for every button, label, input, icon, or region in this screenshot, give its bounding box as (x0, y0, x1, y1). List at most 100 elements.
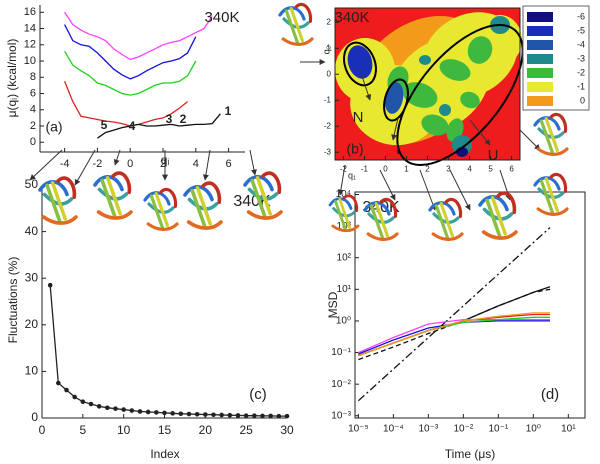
x-tick-label: 0 (383, 164, 388, 173)
data-point (113, 406, 118, 411)
protein-strand (379, 197, 398, 219)
protein-strand (428, 201, 456, 216)
y-tick-label: 10¹ (337, 284, 352, 295)
data-point (260, 413, 265, 419)
y-tick-label: -2 (324, 121, 332, 130)
colorbar-swatch (527, 82, 553, 92)
arrow (113, 149, 121, 166)
x-tick-label: 2 (160, 158, 166, 170)
annotation: I (396, 141, 400, 158)
protein-strand (490, 195, 508, 236)
data-point (96, 404, 102, 409)
x-tick-label: 10 (117, 423, 131, 437)
annotation: (d) (541, 386, 559, 403)
protein-strand (243, 175, 274, 192)
y-tick-label: -3 (324, 147, 332, 156)
protein-strand (45, 183, 62, 224)
data-point (252, 413, 257, 418)
data-point (243, 413, 249, 418)
y-tick-label: 10² (337, 252, 352, 263)
arrow (419, 169, 436, 211)
y-axis-label: Fluctuations (%) (6, 257, 20, 344)
protein-strand (56, 176, 77, 200)
arrow (379, 169, 396, 201)
protein-structure (533, 112, 569, 156)
colorbar-swatch (527, 12, 553, 22)
y-tick-label: 14 (24, 22, 36, 34)
data-line (64, 24, 197, 80)
y-tick-label: 8 (30, 71, 36, 83)
heatmap-region (467, 36, 493, 64)
data-point (56, 380, 61, 386)
protein-strand (439, 201, 455, 238)
data-point (194, 411, 200, 417)
x-tick-label: 6 (226, 158, 232, 170)
colorbar-label: -1 (577, 81, 585, 91)
arrow (391, 117, 399, 141)
heatmap-region (402, 82, 438, 108)
x-tick-label: 10⁻⁵ (348, 424, 369, 435)
protein-strand (250, 178, 267, 219)
protein-strand (536, 147, 569, 156)
y-tick-label: 2 (327, 17, 332, 26)
data-point (170, 411, 175, 416)
data-point (268, 413, 273, 419)
annotation: 5 (101, 118, 108, 132)
data-line (358, 320, 550, 355)
x-tick-label: 4 (193, 158, 199, 170)
protein-strand (444, 197, 463, 219)
protein-strand (246, 210, 283, 220)
protein-strand (369, 204, 385, 240)
arrow (29, 149, 63, 181)
protein-strand (533, 176, 561, 191)
protein-strand (93, 175, 124, 192)
x-tick-label: 3 (446, 164, 451, 173)
annotation: U (488, 147, 499, 164)
x-tick-label: 10¹ (561, 424, 576, 435)
x-tick-label: -4 (60, 158, 70, 170)
x-axis-label: Index (150, 447, 179, 461)
protein-strand (331, 224, 360, 233)
y-tick-label: 10⁻³ (331, 410, 351, 421)
x-axis-label: Time (μs) (445, 447, 495, 461)
x-tick-label: 10⁻³ (418, 424, 438, 435)
protein-strand (183, 185, 214, 202)
protein-strand (434, 204, 450, 240)
annotation: (b) (346, 141, 363, 157)
x-tick-label: 0 (39, 423, 46, 437)
colorbar-swatch (527, 40, 553, 50)
y-tick-label: 40 (25, 224, 39, 238)
heatmap-region (460, 91, 480, 109)
protein-strand (374, 201, 390, 238)
colorbar-label: -2 (577, 67, 585, 77)
y-tick-label: 12 (24, 39, 36, 51)
data-point (105, 405, 110, 411)
x-tick-label: 1 (404, 164, 409, 173)
y-tick-label: 30 (25, 270, 39, 284)
y-tick-label: 6 (30, 87, 36, 99)
protein-strand (143, 191, 171, 206)
annotation: (c) (249, 386, 267, 403)
x-tick-label: 10⁻² (453, 424, 473, 435)
protein-strand (100, 178, 117, 219)
colorbar-swatch (527, 26, 553, 36)
data-line (358, 312, 550, 357)
data-point (145, 409, 151, 415)
y-tick-label: 1 (327, 43, 332, 52)
protein-structure (143, 187, 179, 231)
data-point (186, 411, 192, 417)
protein-strand (481, 230, 518, 240)
x-tick-label: -1 (361, 164, 369, 173)
y-axis-label: q₂ (321, 45, 331, 54)
data-point (162, 410, 167, 416)
y-tick-label: 0 (327, 69, 332, 78)
data-point (121, 407, 126, 412)
colorbar-swatch (527, 54, 553, 64)
protein-strand (146, 222, 179, 231)
y-tick-label: 10 (25, 364, 39, 378)
arrow (469, 119, 491, 146)
protein-strand (255, 175, 273, 216)
protein-strand (50, 180, 68, 221)
protein-strand (38, 180, 69, 197)
protein-strand (478, 195, 509, 212)
